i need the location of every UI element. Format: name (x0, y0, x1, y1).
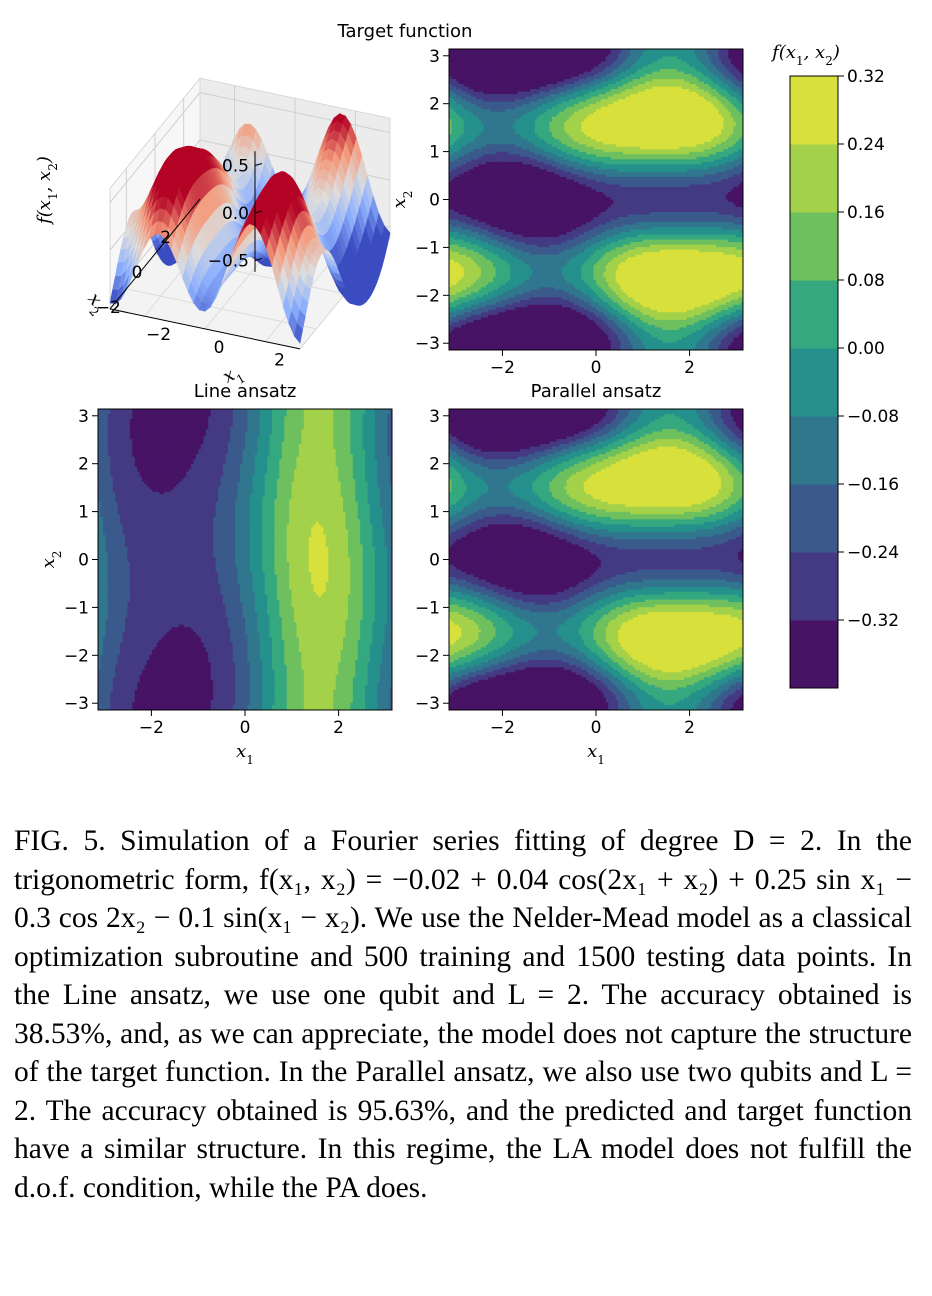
colorbar-tick-label: 0.08 (847, 271, 885, 291)
y-tick-label: 3 (429, 47, 440, 67)
colorbar-segment (790, 76, 838, 145)
colorbar: 0.32 0.24 0.16 0.08 0.00 −0.08 −0.16 −0.24 −0.32… (770, 42, 899, 689)
y-axis-label: x2 (38, 551, 64, 569)
x-tick-label: 2 (684, 358, 695, 378)
z-tick-mark (254, 210, 263, 214)
y-tick-label: 3 (429, 407, 440, 427)
parallel-ansatz-contour-plot: −2 0 2 3 2 1 0 −1 −2 −3 Parallel ansatz x1 (415, 381, 744, 767)
colorbar-tick-label: 0.32 (847, 67, 885, 87)
colorbar-tick-label: −0.24 (847, 543, 899, 563)
y-tick-label: 2 (429, 455, 440, 475)
x1-tick-label: 2 (274, 351, 285, 371)
plot-title: Target function (337, 21, 473, 42)
y-tick-label: 1 (429, 143, 440, 163)
y-tick-label: −3 (415, 334, 440, 354)
x-axis-label: x1 (587, 741, 605, 767)
x1-tick-label: −2 (146, 325, 171, 345)
colorbar-tick-label: −0.16 (847, 475, 899, 495)
colorbar-segment (790, 212, 838, 281)
z-axis-label: f(x1, x2) (34, 156, 60, 226)
y-tick-label: −1 (415, 598, 440, 618)
line-contour-cells (98, 409, 392, 710)
x-tick-label: 0 (240, 718, 251, 738)
x1-tick-label: 0 (214, 338, 225, 358)
y-tick-label: 3 (78, 407, 89, 427)
colorbar-tick-label: −0.32 (847, 611, 899, 631)
target-contour-plot: −2 0 2 3 2 1 0 −1 −2 −3 Target function x2 (337, 21, 744, 378)
z-tick-mark (254, 163, 263, 166)
x2-axis-line (109, 198, 201, 310)
plot-title: Line ansatz (194, 381, 297, 402)
colorbar-segment (790, 144, 838, 213)
x2-tick-label: −2 (96, 298, 121, 318)
colorbar-segment (790, 552, 838, 621)
x-tick-label: 2 (684, 718, 695, 738)
x-tick-label: 0 (591, 358, 602, 378)
figure-caption: FIG. 5. Simulation of a Fourier series f… (14, 822, 912, 1207)
y-tick-label: 0 (78, 551, 89, 571)
figure: 0.5 0.0 −0.5 f(x1, x2) −2 0 2 −2 0 2 x2 x1 −2 0 2 3 2 1 0… (34, 21, 899, 767)
y-tick-label: −1 (415, 238, 440, 258)
x-tick-label: −2 (139, 718, 164, 738)
surface-grid-line (199, 92, 391, 133)
colorbar-tick-label: 0.24 (847, 135, 885, 155)
y-tick-label: 0 (429, 551, 440, 571)
x-tick-label: −2 (490, 358, 515, 378)
surface-grid-line (109, 92, 201, 203)
colorbar-tick-label: −0.08 (847, 407, 899, 427)
colorbar-tick-label: 0.00 (847, 339, 885, 359)
colorbar-segment (790, 620, 838, 689)
z-tick-label: 0.5 (222, 157, 249, 177)
x1-axis-line (109, 308, 301, 350)
y-tick-label: −2 (415, 646, 440, 666)
target-contour-cells (449, 49, 743, 350)
y-tick-label: −3 (64, 694, 89, 714)
surface-grid-line (126, 288, 317, 330)
colorbar-tick-label: 0.16 (847, 203, 885, 223)
colorbar-segment (790, 348, 838, 417)
figure-label: FIG. 5. (14, 825, 106, 857)
surface-mesh (109, 112, 391, 344)
parallel-contour-cells (449, 409, 743, 710)
y-tick-label: 1 (78, 503, 89, 523)
colorbar-segment (790, 484, 838, 553)
colorbar-segment (790, 416, 838, 485)
x-tick-label: 0 (591, 718, 602, 738)
y-tick-label: 2 (78, 455, 89, 475)
x2-tick-label: 0 (132, 263, 143, 283)
caption-text: Simulation of a Fourier series fitting o… (14, 825, 912, 1204)
y-tick-label: 1 (429, 503, 440, 523)
y-tick-label: 0 (429, 191, 440, 211)
y-tick-label: −2 (415, 286, 440, 306)
y-axis-label: x2 (389, 191, 415, 209)
y-tick-label: 2 (429, 95, 440, 115)
y-tick-label: −2 (64, 646, 89, 666)
z-tick-mark (254, 258, 263, 261)
line-ansatz-contour-plot: −2 0 2 3 2 1 0 −1 −2 −3 Line ansatz x1 x2 (38, 381, 393, 767)
z-tick-label: 0.0 (222, 204, 249, 224)
x2-tick-label: 2 (160, 228, 171, 248)
z-tick-label: −0.5 (208, 252, 249, 272)
x-axis-label: x1 (236, 741, 254, 767)
x-tick-label: −2 (490, 718, 515, 738)
y-tick-label: −3 (415, 694, 440, 714)
colorbar-label: f(x1, x2) (770, 42, 840, 68)
colorbar-frame (789, 75, 839, 689)
colorbar-segment (790, 280, 838, 349)
y-tick-label: −1 (64, 598, 89, 618)
plot-title: Parallel ansatz (531, 381, 662, 402)
x-tick-label: 2 (333, 718, 344, 738)
